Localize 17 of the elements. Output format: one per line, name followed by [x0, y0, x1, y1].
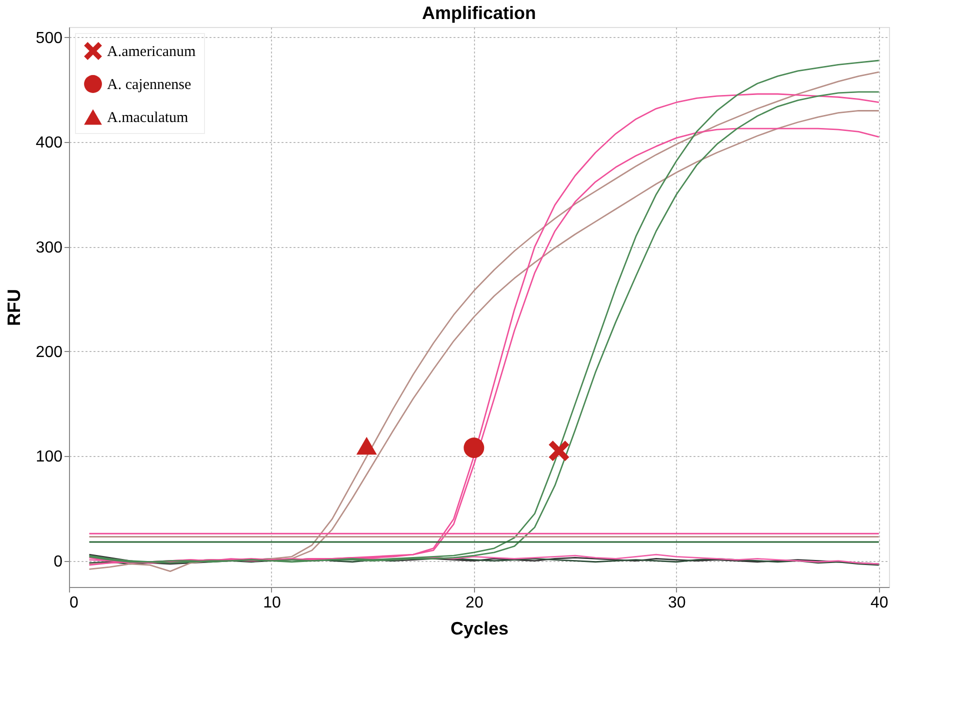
x-axis-title: Cycles	[450, 618, 509, 638]
y-tick-label: 400	[36, 134, 63, 152]
y-tick-label: 500	[36, 30, 63, 47]
chart-title: Amplification	[422, 3, 536, 23]
y-tick-label: 200	[36, 344, 63, 361]
legend-label: A.americanum	[107, 44, 196, 60]
legend-label: A. cajennense	[107, 77, 192, 93]
x-tick-label: 10	[263, 594, 281, 612]
y-tick-label: 0	[54, 553, 63, 570]
x-tick-label: 30	[668, 594, 686, 612]
y-tick-label: 100	[36, 448, 63, 466]
x-tick-label: 20	[466, 594, 484, 612]
legend-label: A.maculatum	[107, 110, 189, 126]
x-tick-label: 0	[70, 594, 78, 612]
x-tick-label: 40	[870, 594, 888, 612]
y-axis-title: RFU	[4, 289, 24, 326]
y-tick-label: 300	[36, 239, 63, 256]
